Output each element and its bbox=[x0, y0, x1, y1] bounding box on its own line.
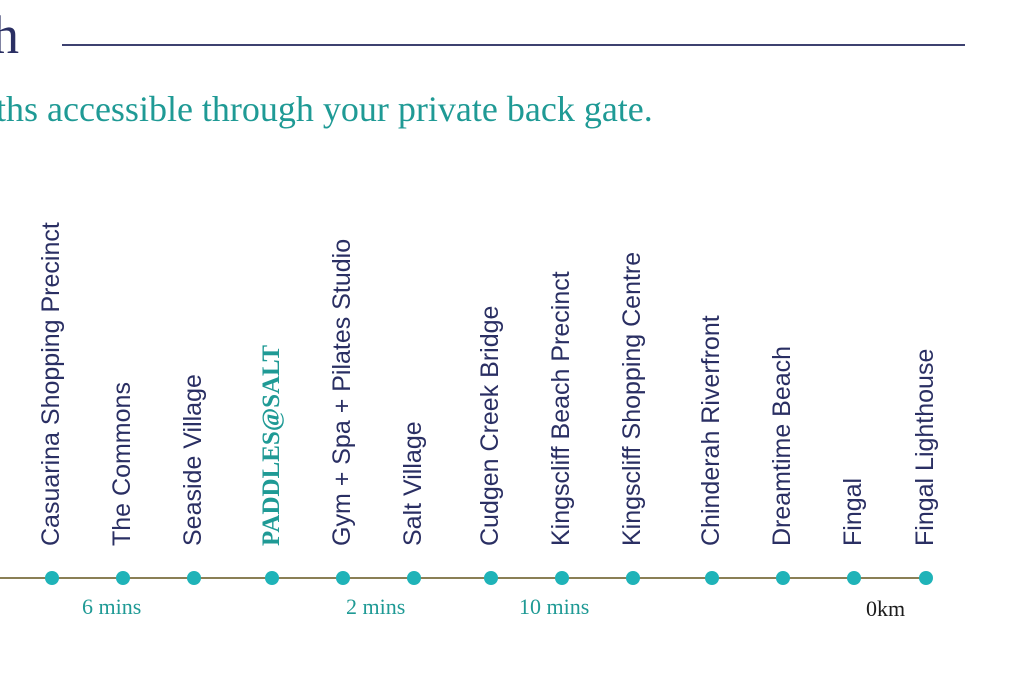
travel-time-label: 2 mins bbox=[346, 594, 406, 619]
stop-dot bbox=[776, 571, 790, 585]
stop-dot bbox=[705, 571, 719, 585]
stop-dot bbox=[555, 571, 569, 585]
travel-time-label: 6 mins bbox=[82, 594, 142, 619]
stop-label: The Commons bbox=[108, 382, 136, 546]
distance-label: 0km bbox=[866, 596, 906, 621]
stop-label: Chinderah Riverfront bbox=[697, 315, 725, 546]
stop-dot bbox=[116, 571, 130, 585]
section-heading: h bbox=[0, 5, 19, 65]
stop-label: Salt Village bbox=[399, 421, 427, 546]
stop-label: PADDLES@SALT bbox=[258, 344, 285, 546]
stop-dot bbox=[847, 571, 861, 585]
stop-label: Fingal Lighthouse bbox=[911, 348, 939, 546]
stop-dot bbox=[626, 571, 640, 585]
stop-dot bbox=[265, 571, 279, 585]
route-track bbox=[0, 577, 930, 579]
stop-label: Kingscliff Shopping Centre bbox=[618, 251, 646, 546]
stop-dot bbox=[336, 571, 350, 585]
stop-label: Fingal bbox=[839, 477, 867, 546]
stop-label: Cudgen Creek Bridge bbox=[476, 305, 504, 546]
stop-dot bbox=[484, 571, 498, 585]
stop-dot bbox=[45, 571, 59, 585]
stop-label: Kingscliff Beach Precinct bbox=[547, 271, 575, 546]
stop-label: Dreamtime Beach bbox=[768, 345, 796, 546]
stop-label: Casuarina Shopping Precinct bbox=[37, 222, 65, 546]
tagline: ths accessible through your private back… bbox=[0, 89, 653, 129]
heading-rule bbox=[62, 44, 965, 46]
stop-dot bbox=[407, 571, 421, 585]
stop-label: Seaside Village bbox=[179, 374, 207, 546]
stop-dot bbox=[187, 571, 201, 585]
stop-label: Gym + Spa + Pilates Studio bbox=[328, 238, 356, 546]
stop-dot bbox=[919, 571, 933, 585]
travel-time-label: 10 mins bbox=[519, 594, 590, 619]
